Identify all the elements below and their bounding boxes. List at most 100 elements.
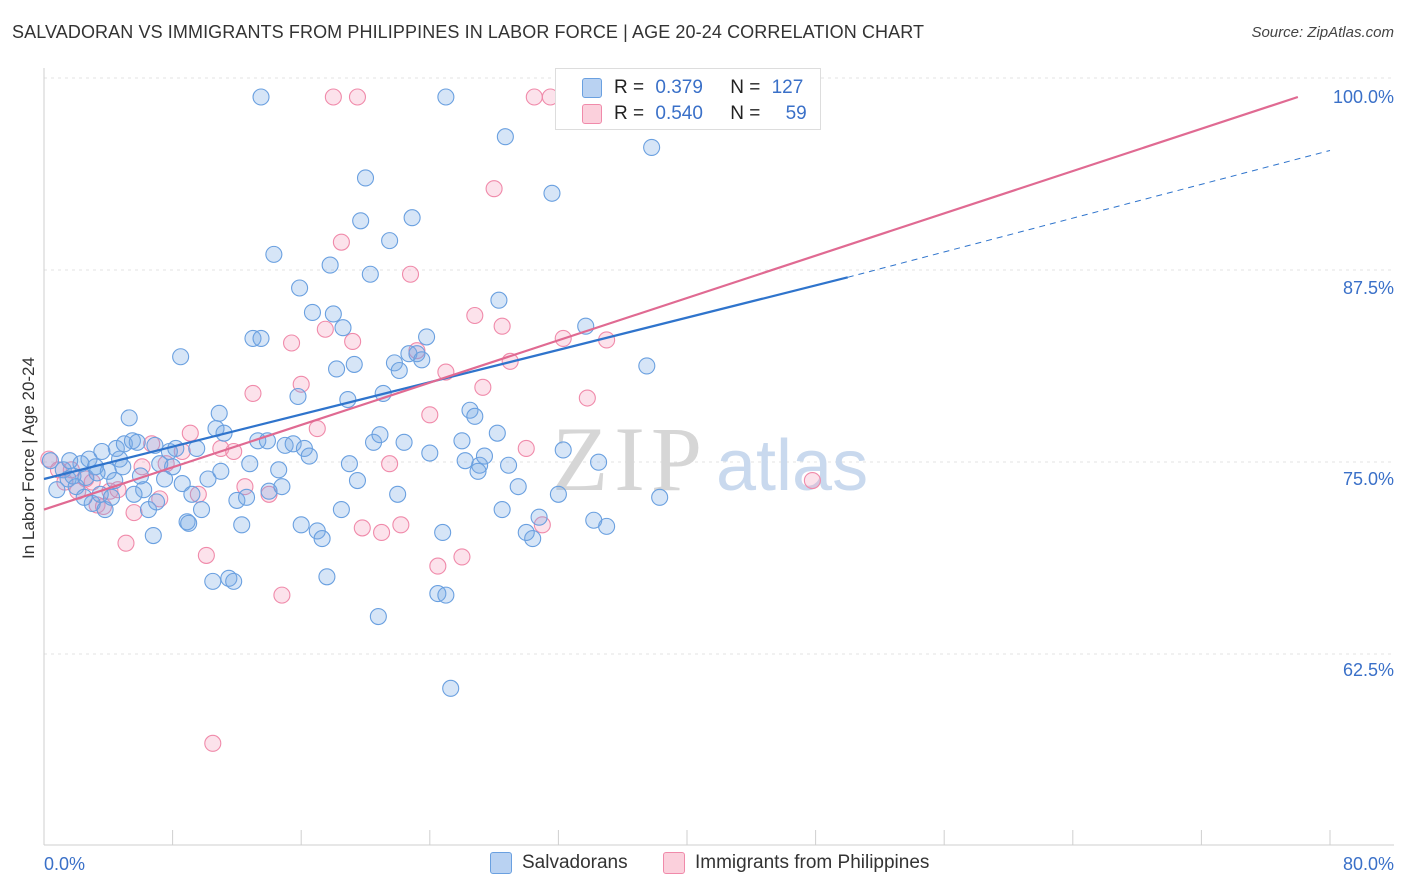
point-salvadorans — [524, 530, 542, 548]
point-salvadorans — [348, 471, 367, 490]
point-salvadorans — [549, 485, 567, 503]
point-philippines — [381, 455, 399, 473]
legend-swatch-blue — [582, 78, 602, 98]
point-salvadorans — [147, 493, 166, 511]
x-tick-label-max: 80.0% — [1343, 854, 1394, 874]
point-salvadorans — [228, 491, 246, 509]
point-philippines — [308, 420, 326, 438]
watermark: ZIP atlas — [552, 408, 868, 510]
point-philippines — [429, 557, 447, 575]
point-salvadorans — [496, 128, 514, 146]
point-philippines — [453, 548, 471, 566]
point-philippines — [204, 734, 222, 752]
point-salvadorans — [237, 488, 256, 506]
point-salvadorans — [300, 447, 318, 465]
point-salvadorans — [651, 488, 669, 506]
point-philippines — [348, 88, 367, 106]
point-salvadorans — [638, 357, 656, 375]
point-salvadorans — [93, 442, 111, 461]
point-salvadorans — [102, 488, 121, 506]
point-philippines — [525, 88, 543, 106]
point-salvadorans — [233, 516, 251, 534]
point-philippines — [117, 534, 135, 552]
point-salvadorans — [48, 481, 66, 499]
point-salvadorans — [456, 452, 474, 470]
point-salvadorans — [466, 407, 484, 425]
point-salvadorans — [241, 455, 259, 473]
trend-line-salvadorans-extension — [847, 149, 1331, 278]
point-salvadorans — [265, 245, 283, 263]
point-salvadorans — [125, 485, 143, 503]
y-tick-label: 87.5% — [1343, 278, 1394, 298]
point-philippines — [244, 384, 262, 402]
point-salvadorans — [225, 572, 243, 590]
point-salvadorans — [469, 462, 487, 480]
point-salvadorans — [289, 387, 307, 406]
point-salvadorans — [273, 478, 291, 496]
point-salvadorans — [340, 455, 358, 473]
point-salvadorans — [180, 514, 198, 532]
point-salvadorans — [292, 516, 310, 534]
point-salvadorans — [543, 184, 561, 202]
point-salvadorans — [284, 435, 302, 453]
point-philippines — [344, 332, 362, 351]
legend-r-label: R = — [614, 77, 645, 98]
point-salvadorans — [183, 485, 201, 503]
point-salvadorans — [434, 523, 452, 542]
point-salvadorans — [120, 409, 138, 427]
point-salvadorans — [413, 351, 431, 369]
point-salvadorans — [421, 444, 439, 462]
point-salvadorans — [291, 279, 309, 297]
point-salvadorans — [144, 526, 162, 545]
point-salvadorans — [199, 470, 217, 488]
point-salvadorans — [270, 461, 288, 479]
point-philippines — [125, 504, 143, 522]
point-philippines — [517, 439, 535, 457]
point-philippines — [401, 265, 420, 283]
point-salvadorans — [390, 361, 408, 380]
legend-label-philippines: Immigrants from Philippines — [695, 852, 930, 874]
point-salvadorans — [590, 453, 608, 471]
point-salvadorans — [381, 232, 399, 250]
legend-n-label: N = — [730, 103, 761, 124]
y-axis-label: In Labor Force | Age 20-24 — [19, 357, 38, 559]
point-salvadorans — [554, 441, 572, 459]
point-salvadorans — [493, 501, 511, 519]
x-tick-label-min: 0.0% — [44, 854, 85, 874]
series-legend: Salvadorans Immigrants from Philippines — [0, 852, 1406, 878]
point-salvadorans — [517, 523, 535, 542]
point-philippines — [466, 306, 484, 325]
point-salvadorans — [41, 452, 59, 470]
point-philippines — [803, 471, 821, 490]
chart-title: SALVADORAN VS IMMIGRANTS FROM PHILIPPINE… — [12, 22, 925, 42]
legend-r-label: R = — [614, 103, 645, 124]
point-salvadorans — [334, 319, 352, 337]
legend-swatch-pink — [663, 852, 685, 874]
legend-r-value-pink: 0.540 — [655, 103, 703, 124]
point-philippines — [578, 389, 596, 407]
point-salvadorans — [172, 348, 190, 366]
point-salvadorans — [453, 432, 471, 450]
point-philippines — [236, 478, 254, 496]
point-salvadorans — [135, 481, 153, 499]
point-salvadorans — [488, 424, 506, 442]
point-salvadorans — [509, 478, 527, 496]
point-philippines — [316, 320, 334, 338]
point-salvadorans — [371, 426, 389, 444]
point-salvadorans — [252, 88, 270, 106]
point-salvadorans — [192, 501, 211, 519]
point-salvadorans — [643, 138, 661, 156]
watermark-zip: ZIP — [552, 408, 708, 510]
point-salvadorans — [61, 452, 79, 470]
legend-label-salvadorans: Salvadorans — [522, 852, 628, 874]
point-salvadorans — [598, 517, 616, 535]
point-salvadorans — [260, 482, 278, 500]
legend-swatch-blue — [490, 852, 512, 874]
point-salvadorans — [437, 586, 455, 604]
point-salvadorans — [173, 475, 191, 493]
point-salvadorans — [318, 568, 336, 586]
point-salvadorans — [212, 462, 230, 480]
point-salvadorans — [369, 607, 387, 626]
point-salvadorans — [395, 433, 413, 451]
grid-lines — [44, 77, 1394, 655]
